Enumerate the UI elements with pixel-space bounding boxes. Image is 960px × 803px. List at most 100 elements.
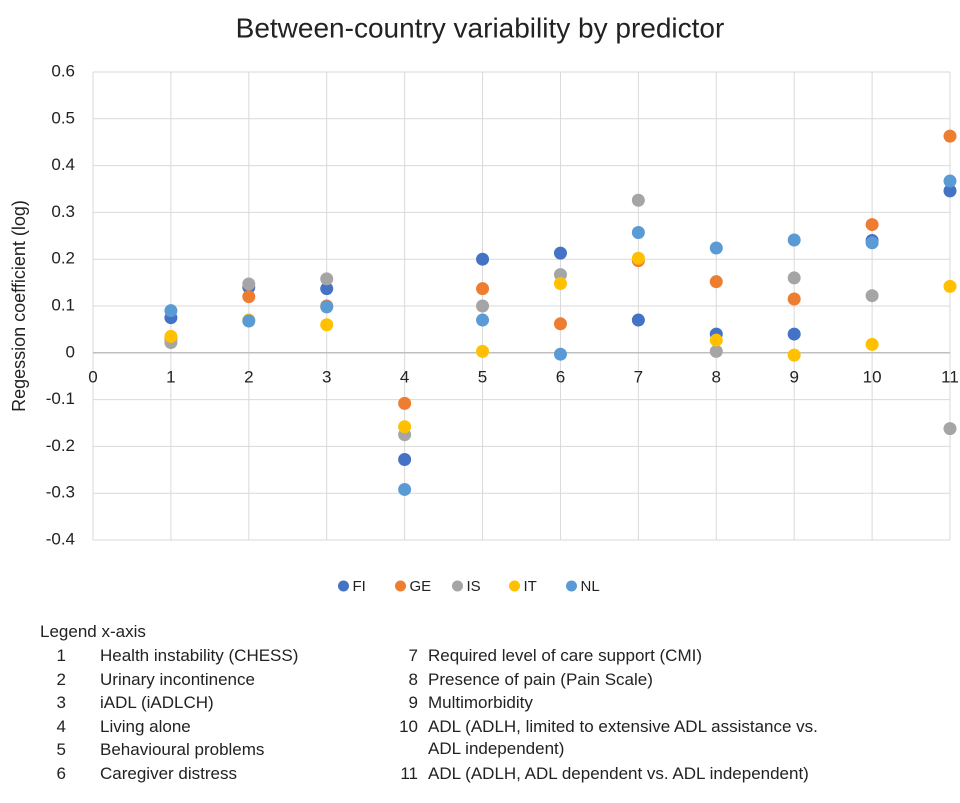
legend-number: 4	[56, 716, 66, 736]
legend-text: ADL (ADLH, limited to extensive ADL assi…	[428, 716, 818, 758]
x-tick-label: 2	[244, 367, 253, 386]
legend-marker	[338, 580, 349, 592]
x-tick-label: 0	[88, 367, 97, 386]
y-tick-label: 0.6	[51, 61, 75, 80]
legend-text: Health instability (CHESS)	[100, 646, 299, 665]
x-tick-label: 7	[634, 367, 643, 386]
legend-marker	[509, 580, 520, 592]
y-tick-label: 0.2	[51, 249, 75, 268]
legend-number: 5	[56, 740, 66, 759]
point	[709, 275, 723, 289]
legend-number: 3	[56, 693, 66, 712]
point	[787, 348, 801, 362]
legend-number: 6	[56, 763, 66, 783]
point	[631, 226, 645, 240]
legend-label: FI	[353, 578, 366, 595]
y-tick-label: -0.3	[46, 483, 75, 502]
legend-text: Behavioural problems	[100, 740, 265, 759]
legend-number: 2	[56, 669, 66, 689]
point	[709, 344, 723, 358]
legend-label: IS	[467, 578, 481, 595]
legend-number: 10	[399, 716, 418, 736]
x-axis-legend: Legend x-axis 1 Health instability (CHESS)…	[0, 600, 960, 803]
chart: Between-country variability by predictor…	[9, 12, 959, 595]
point	[553, 317, 567, 331]
point	[320, 272, 334, 286]
y-tick-label: -0.2	[46, 436, 75, 455]
legend-text: ADL (ADLH, ADL dependent vs. ADL indepen…	[428, 763, 809, 783]
x-tick-label: 4	[400, 367, 409, 386]
point	[242, 277, 256, 291]
point	[398, 396, 412, 410]
x-tick-label: 10	[863, 367, 882, 386]
point	[787, 233, 801, 247]
point	[164, 329, 178, 343]
point	[787, 327, 801, 341]
point	[865, 236, 879, 250]
legend-number: 11	[400, 763, 418, 783]
y-tick-label: 0.3	[51, 202, 75, 221]
legend-number: 1	[56, 646, 66, 665]
point	[865, 337, 879, 351]
x-tick-label: 3	[322, 367, 331, 386]
point	[709, 333, 723, 347]
legend-text: iADL (iADLCH)	[100, 693, 214, 712]
legend-number: 7	[408, 646, 418, 665]
point	[320, 282, 334, 296]
y-tick-label: 0.4	[51, 155, 75, 174]
legend-text: Living alone	[100, 716, 191, 736]
legend-title: Legend x-axis	[40, 622, 146, 641]
point	[320, 318, 334, 332]
point	[553, 277, 567, 291]
legend-label: NL	[581, 578, 600, 595]
legend-label: GE	[410, 578, 432, 595]
point	[943, 422, 957, 436]
y-tick-label: -0.1	[46, 389, 75, 408]
legend-number: 9	[408, 693, 418, 712]
point	[242, 290, 256, 304]
point	[476, 344, 490, 358]
legend-marker	[452, 580, 463, 592]
x-tick-label: 5	[478, 367, 487, 386]
point	[398, 453, 412, 467]
legend-text: Urinary incontinence	[100, 669, 255, 689]
point	[553, 246, 567, 260]
x-tick-label: 1	[166, 367, 175, 386]
x-tick-label: 8	[712, 367, 721, 386]
point	[553, 347, 567, 361]
y-tick-label: 0.5	[51, 108, 75, 127]
legend-text: Presence of pain (Pain Scale)	[428, 669, 653, 689]
point	[476, 282, 490, 296]
legend-text: Multimorbidity	[428, 693, 533, 712]
point	[476, 299, 490, 313]
point	[476, 252, 490, 266]
point	[164, 304, 178, 318]
point	[631, 313, 645, 327]
point	[865, 289, 879, 303]
point	[865, 218, 879, 232]
legend-marker	[566, 580, 577, 592]
point	[631, 193, 645, 207]
y-tick-label: 0	[66, 342, 75, 361]
legend-number: 8	[408, 669, 418, 689]
point	[320, 300, 334, 314]
point	[943, 174, 957, 188]
point	[709, 241, 723, 255]
point	[476, 313, 490, 327]
point	[631, 251, 645, 265]
y-axis-label: Regession coefficient (log)	[9, 200, 29, 412]
point	[398, 482, 412, 496]
legend-text: Required level of care support (CMI)	[428, 646, 703, 665]
point	[553, 268, 567, 282]
x-tick-label: 9	[789, 367, 798, 386]
point	[943, 279, 957, 293]
x-tick-label: 6	[556, 367, 565, 386]
x-tick-label: 11	[941, 367, 959, 386]
point	[242, 314, 256, 328]
point	[943, 184, 957, 198]
legend-marker	[395, 580, 406, 592]
legend-label: IT	[524, 578, 537, 595]
chart-title: Between-country variability by predictor	[236, 12, 725, 43]
point	[787, 292, 801, 306]
